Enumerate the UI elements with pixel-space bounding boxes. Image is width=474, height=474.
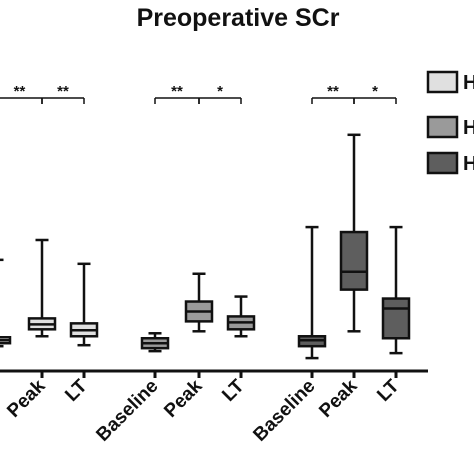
x-tick-label: Peak [3,375,50,422]
significance-label: ** [57,83,69,100]
legend-entry-3: H [426,151,474,175]
x-tick-label: Baseline [249,376,319,446]
significance-label: ** [327,83,339,100]
legend-label: H [463,72,474,94]
legend-swatch [426,70,459,94]
x-tick-label: Baseline [92,376,162,446]
legend-entry-1: H [426,70,474,94]
box-3-baseline [297,225,327,360]
box-3-peak [339,133,369,333]
x-tick-label: Baseline [0,376,5,446]
box-1-lt [69,262,99,347]
legend-swatch [426,151,459,175]
box-1-peak [27,238,57,338]
x-tick-label: LT [61,375,92,406]
significance-bracket: ** [0,83,43,104]
box-3-lt [381,225,411,355]
significance-label: * [217,83,223,100]
legend-label: H [463,153,474,175]
significance-bracket: ** [41,83,85,104]
x-tick-label: Peak [315,375,362,422]
significance-bracket: * [198,83,242,104]
legend-swatch [426,115,459,139]
box-2-peak [184,272,214,333]
box-2-lt [226,295,256,338]
significance-bracket: ** [154,83,200,104]
significance-bracket: ** [311,83,355,104]
legend: HHH [426,70,474,175]
significance-label: ** [171,83,183,100]
box-iqr [339,230,369,291]
legend-label: H [463,117,474,139]
box-1-baseline [0,258,12,348]
significance-bracket: * [353,83,397,104]
box-iqr [381,297,411,340]
chart-title: Preoperative SCr [137,4,340,32]
legend-entry-2: H [426,115,474,139]
x-tick-label: LT [373,375,404,406]
box-2-baseline [140,332,170,353]
x-tick-label: Peak [160,375,207,422]
x-tick-label: LT [218,375,249,406]
significance-label: ** [14,83,26,100]
significance-label: * [372,83,378,100]
